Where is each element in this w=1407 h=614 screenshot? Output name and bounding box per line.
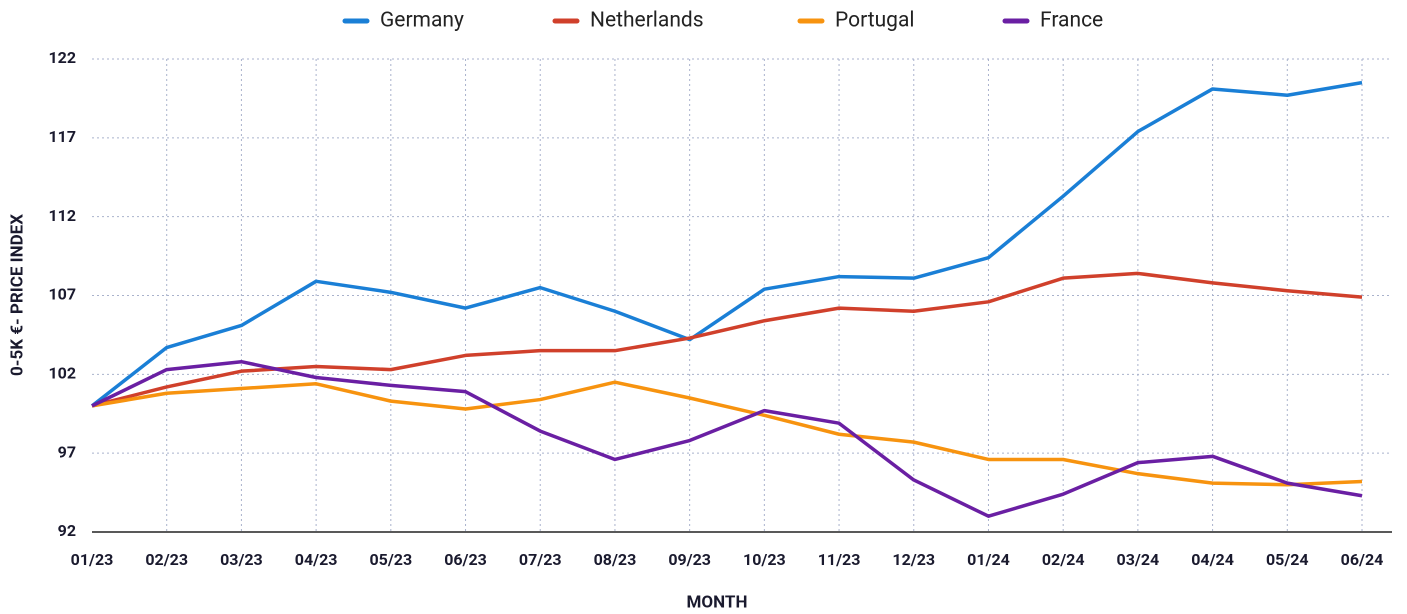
x-tick-label: 05/23	[369, 550, 412, 569]
y-tick-label: 102	[48, 364, 76, 383]
x-tick-label: 02/23	[145, 550, 188, 569]
x-tick-label: 09/23	[668, 550, 711, 569]
legend-label: Portugal	[835, 9, 915, 33]
x-tick-label: 04/23	[295, 550, 338, 569]
x-tick-label: 04/24	[1191, 550, 1234, 569]
x-tick-label: 01/24	[967, 550, 1010, 569]
y-tick-label: 92	[58, 521, 76, 540]
line	[91, 271, 1363, 408]
x-tick-label: 10/23	[743, 550, 786, 569]
legend-label: Germany	[380, 9, 464, 33]
line	[90, 80, 1363, 408]
y-tick-label: 117	[48, 127, 76, 146]
y-tick-label: 112	[48, 206, 76, 225]
x-tick-label: 05/24	[1266, 550, 1309, 569]
x-axis-title: MONTH	[687, 592, 748, 612]
x-tick-label: 02/24	[1042, 550, 1085, 569]
x-tick-label: 06/23	[444, 550, 487, 569]
x-tick-label: 07/23	[519, 550, 562, 569]
line	[91, 380, 1363, 487]
legend-label: Netherlands	[590, 9, 704, 33]
legend-label: France	[1040, 9, 1103, 33]
y-tick-label: 122	[48, 48, 76, 67]
line	[91, 359, 1363, 518]
x-tick-label: 03/23	[220, 550, 263, 569]
y-tick-label: 107	[48, 285, 76, 304]
x-tick-label: 08/23	[594, 550, 637, 569]
y-tick-label: 97	[58, 442, 76, 461]
y-axis-title: 0-5K €- PRICE INDEX	[7, 214, 27, 376]
x-tick-label: 01/23	[71, 550, 114, 569]
x-tick-label: 12/23	[892, 550, 935, 569]
x-tick-label: 11/23	[818, 550, 861, 569]
x-tick-label: 06/24	[1341, 550, 1384, 569]
x-tick-label: 03/24	[1117, 550, 1160, 569]
